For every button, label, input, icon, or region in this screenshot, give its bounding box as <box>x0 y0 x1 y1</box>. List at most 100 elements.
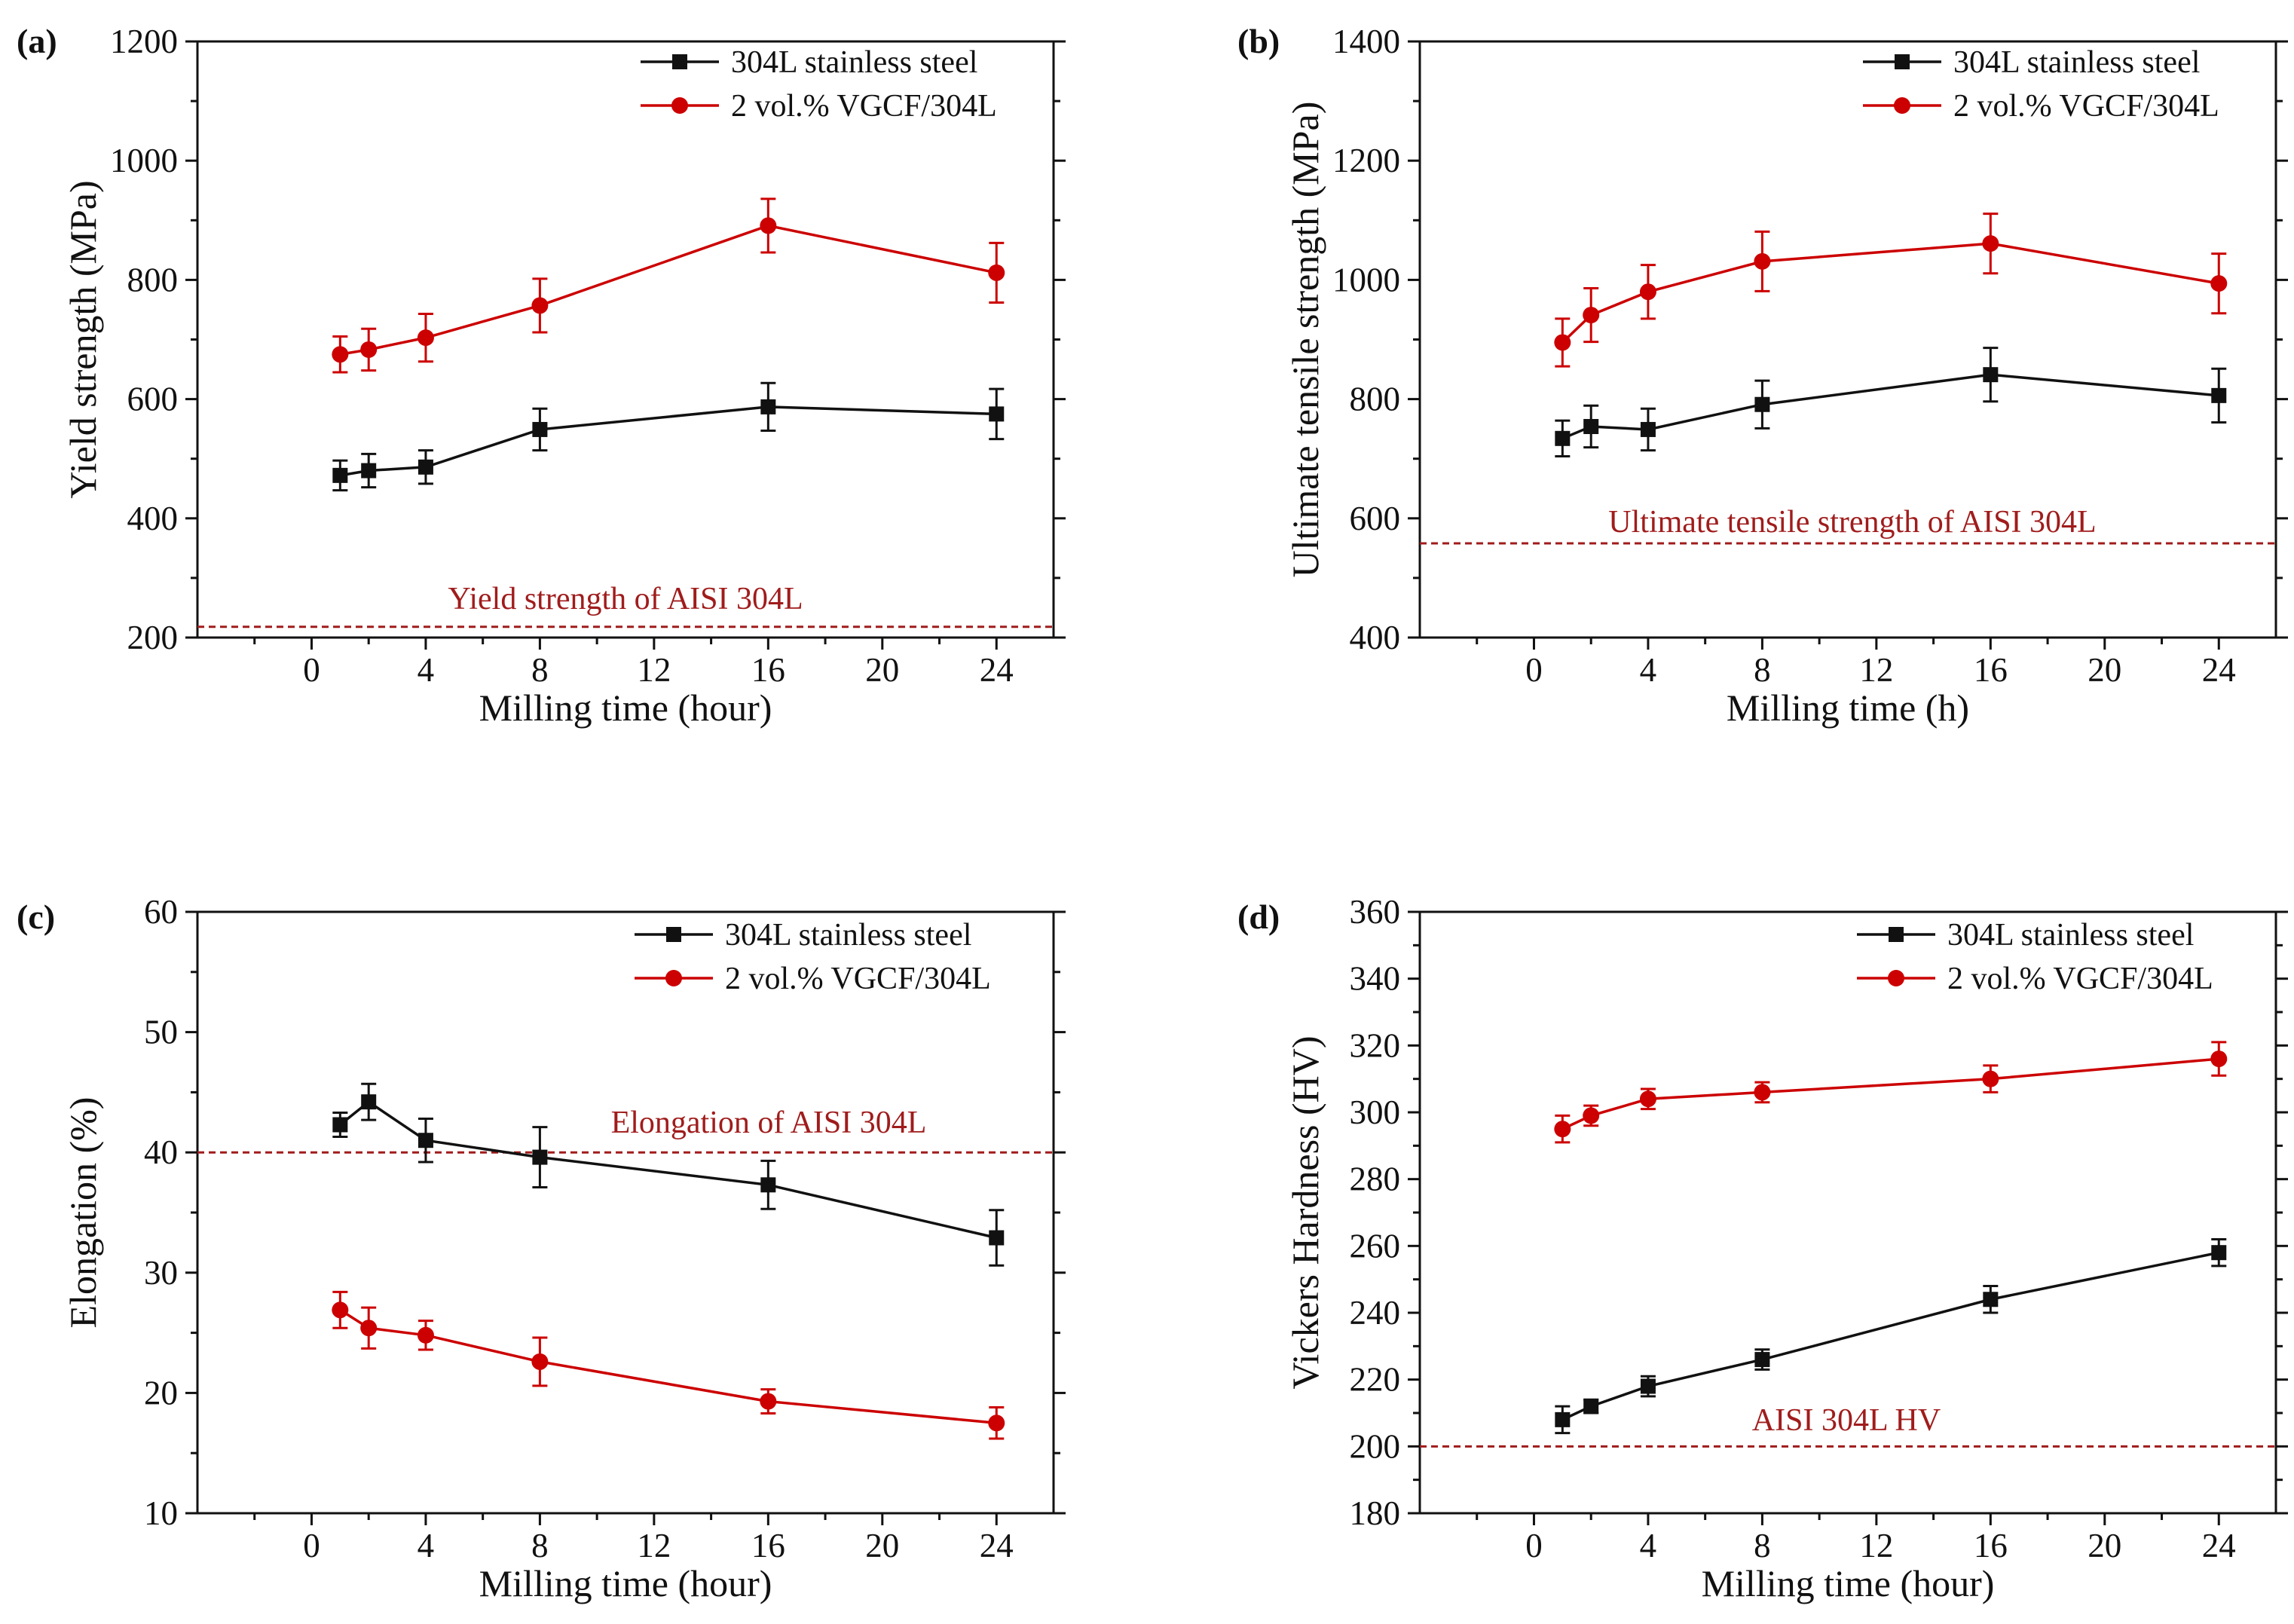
data-point-square <box>1754 396 1770 412</box>
data-point-circle <box>332 346 349 363</box>
y-tick-label: 340 <box>1350 960 1401 998</box>
reference-label: Yield strength of AISI 304L <box>448 582 803 616</box>
legend-label: 2 vol.% VGCF/304L <box>731 89 997 124</box>
legend-label: 304L stainless steel <box>1947 918 2194 953</box>
data-point-square <box>418 1133 433 1148</box>
y-tick-label: 280 <box>1350 1161 1401 1198</box>
x-axis-title: Milling time (h) <box>1727 687 1969 729</box>
legend: 304L stainless steel 2 vol.% VGCF/304L <box>641 45 997 124</box>
data-point-square <box>332 1117 348 1133</box>
legend-marker-square <box>666 927 681 942</box>
data-point-circle <box>332 1301 349 1319</box>
series-line <box>340 224 997 356</box>
data-point-square <box>2211 387 2227 403</box>
panel-label: (c) <box>17 898 55 936</box>
legend: 304L stainless steel 2 vol.% VGCF/304L <box>1863 45 2219 124</box>
data-point-circle <box>988 1415 1005 1432</box>
data-point-square <box>361 463 377 479</box>
x-tick-label: 0 <box>1525 651 1543 689</box>
series-304l <box>332 381 1005 492</box>
data-point-square <box>1583 418 1599 434</box>
x-tick-label: 4 <box>418 1527 435 1564</box>
panel-label: (a) <box>17 22 57 60</box>
legend-label: 2 vol.% VGCF/304L <box>1947 962 2213 996</box>
x-tick-label: 20 <box>865 1527 899 1564</box>
y-tick-label: 1000 <box>1332 261 1400 298</box>
data-point-circle <box>988 264 1005 281</box>
data-point-square <box>760 1177 776 1193</box>
series-line <box>1561 1251 2219 1421</box>
y-tick-label: 320 <box>1350 1026 1401 1064</box>
y-tick-label: 800 <box>1350 381 1401 418</box>
y-tick-label: 1200 <box>1332 142 1400 179</box>
y-tick-label: 180 <box>1350 1494 1401 1532</box>
x-tick-label: 8 <box>531 651 549 689</box>
series-304l <box>1555 1237 2227 1435</box>
x-tick-label: 20 <box>2088 1527 2121 1564</box>
data-point-square <box>1754 1352 1770 1368</box>
y-tick-label: 30 <box>144 1254 178 1292</box>
series-vgcf <box>1554 1041 2228 1144</box>
data-point-circle <box>1554 1121 1571 1138</box>
x-tick-label: 24 <box>2202 651 2236 689</box>
data-point-square <box>532 421 548 437</box>
y-tick-label: 1200 <box>110 23 178 60</box>
chart-panel-a: (a) 200 400 600 800 1000 1200 0 4 8 12 16 20 24 Millin… <box>17 22 1066 729</box>
series-vgcf <box>332 197 1005 374</box>
x-tick-label: 12 <box>1859 1527 1893 1564</box>
x-tick-label: 20 <box>865 651 899 689</box>
data-point-square <box>989 1230 1005 1246</box>
series-line <box>340 405 997 477</box>
x-tick-label: 4 <box>1640 1527 1657 1564</box>
y-tick-label: 400 <box>1350 619 1401 656</box>
data-point-circle <box>1754 1084 1771 1101</box>
y-tick-label: 400 <box>127 500 179 537</box>
data-point-square <box>1640 421 1656 437</box>
panel-label: (b) <box>1237 22 1280 60</box>
legend-marker-square <box>672 54 687 69</box>
legend-label: 304L stainless steel <box>731 45 977 80</box>
legend-marker-square <box>1895 54 1910 69</box>
y-axis-title: Vickers Hardness (HV) <box>1284 1035 1326 1389</box>
data-point-square <box>760 399 776 414</box>
y-tick-label: 1400 <box>1332 23 1400 60</box>
x-tick-label: 20 <box>2088 651 2121 689</box>
data-point-circle <box>1583 1107 1600 1124</box>
panel-label: (d) <box>1237 898 1280 936</box>
reference-label: AISI 304L HV <box>1752 1403 1941 1438</box>
legend-marker-circle <box>671 97 688 114</box>
legend: 304L stainless steel 2 vol.% VGCF/304L <box>1857 918 2213 996</box>
legend-label: 304L stainless steel <box>725 918 971 953</box>
y-tick-label: 600 <box>127 381 179 418</box>
data-point-square <box>2211 1245 2227 1261</box>
data-point-square <box>1640 1378 1656 1394</box>
x-tick-label: 8 <box>1754 651 1771 689</box>
legend-label: 304L stainless steel <box>1953 45 2200 80</box>
data-point-circle <box>1982 235 1999 252</box>
chart-panel-c: (c) 10 20 30 40 50 60 0 4 8 12 16 20 24 Milling time (… <box>17 893 1066 1604</box>
y-tick-label: 200 <box>127 619 179 656</box>
data-point-circle <box>1554 334 1571 351</box>
x-tick-label: 0 <box>1525 1527 1543 1564</box>
plot-frame <box>196 40 1055 639</box>
y-tick-label: 220 <box>1350 1361 1401 1399</box>
data-point-circle <box>2210 275 2228 292</box>
data-point-circle <box>1639 1090 1656 1108</box>
data-point-circle <box>531 297 549 314</box>
x-tick-label: 12 <box>1859 651 1893 689</box>
y-axis-title: Ultimate tensile strength (MPa) <box>1284 102 1326 578</box>
series-304l <box>1555 347 2227 458</box>
plot-frame <box>196 910 1055 1515</box>
data-point-circle <box>417 329 434 347</box>
legend-marker-square <box>1889 927 1904 942</box>
y-tick-label: 10 <box>144 1494 178 1532</box>
data-point-circle <box>417 1326 434 1344</box>
plot-frame <box>1418 40 2277 639</box>
x-tick-label: 16 <box>1974 651 2008 689</box>
x-tick-label: 12 <box>637 651 671 689</box>
x-tick-label: 8 <box>531 1527 549 1564</box>
x-tick-label: 4 <box>418 651 435 689</box>
series-line <box>1561 373 2219 440</box>
data-point-square <box>989 406 1005 422</box>
